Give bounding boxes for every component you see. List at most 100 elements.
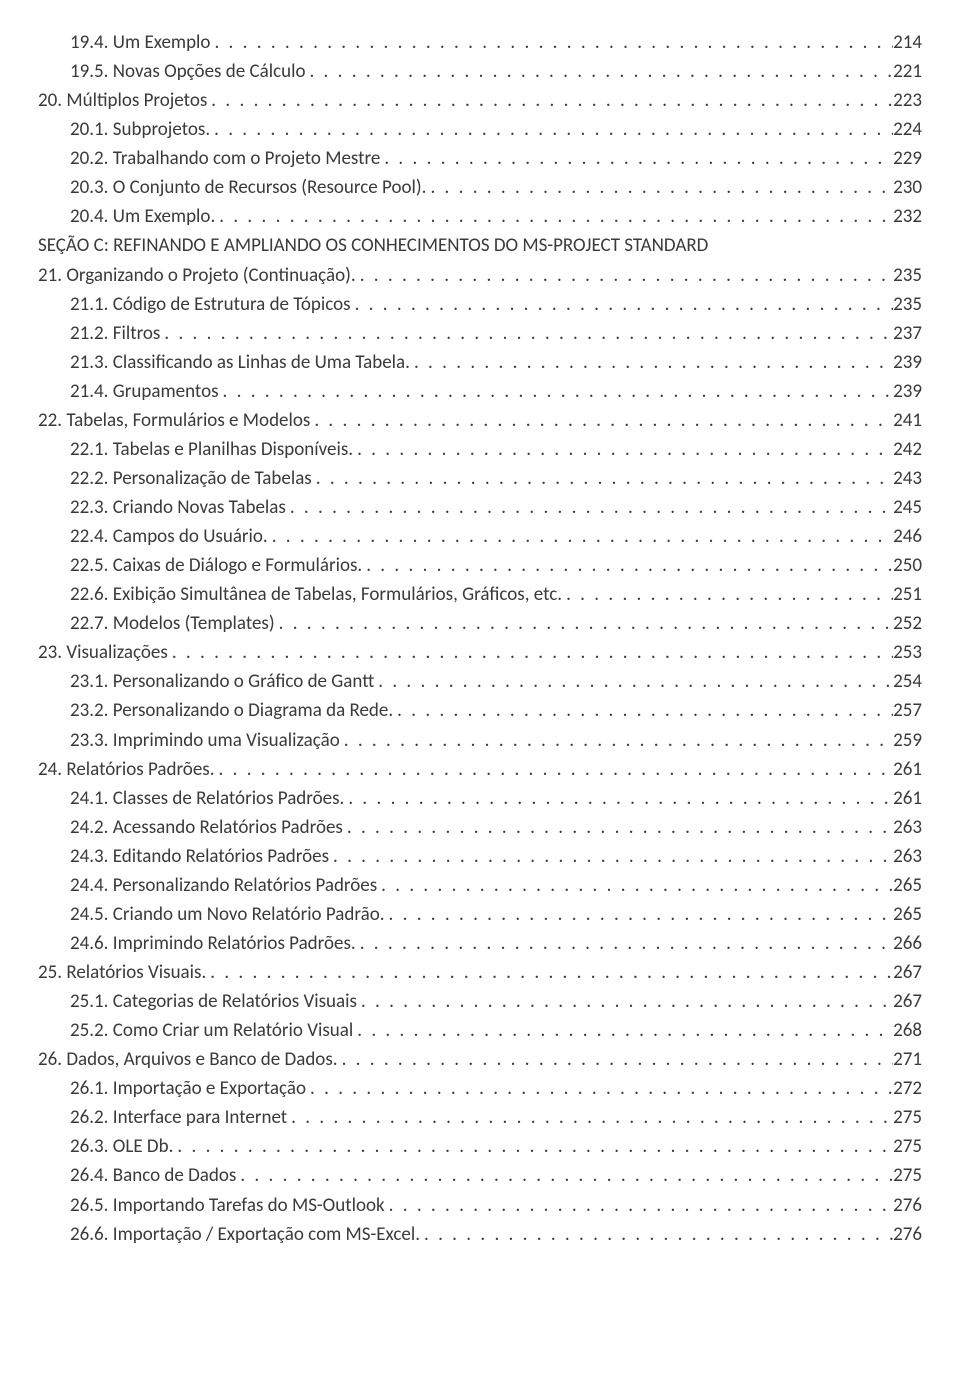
toc-entry-label: 19.4. Um Exemplo bbox=[70, 28, 210, 57]
toc-entry-label: 25.2. Como Criar um Relatório Visual bbox=[70, 1016, 353, 1045]
toc-entry: 25.2. Como Criar um Relatório Visual268 bbox=[38, 1016, 922, 1045]
toc-entry: 20.4. Um Exemplo. 232 bbox=[38, 202, 922, 231]
toc-entry-label: 23.3. Imprimindo uma Visualização bbox=[70, 726, 340, 755]
toc-leader-dots bbox=[236, 1161, 893, 1190]
toc-entry-label: 26.6. Importação / Exportação com MS-Exc… bbox=[70, 1220, 420, 1249]
toc-leader-dots bbox=[287, 1103, 893, 1132]
toc-entry-label: 22.2. Personalização de Tabelas bbox=[70, 464, 312, 493]
toc-entry-page: 265 bbox=[893, 871, 922, 900]
toc-entry-label: 21.4. Grupamentos bbox=[70, 377, 219, 406]
toc-entry-page: 243 bbox=[893, 464, 922, 493]
toc-entry-page: 239 bbox=[893, 377, 922, 406]
toc-leader-dots bbox=[207, 86, 893, 115]
toc-entry-label: 22.7. Modelos (Templates) bbox=[70, 609, 275, 638]
toc-entry-page: 253 bbox=[893, 638, 922, 667]
toc-leader-dots bbox=[562, 580, 893, 609]
toc-leader-dots bbox=[210, 28, 893, 57]
toc-entry-page: 263 bbox=[893, 813, 922, 842]
toc-entry-label: 22.1. Tabelas e Planilhas Disponíveis. bbox=[70, 435, 353, 464]
toc-leader-dots bbox=[310, 406, 893, 435]
toc-leader-dots bbox=[215, 755, 894, 784]
toc-leader-dots bbox=[215, 202, 893, 231]
toc-entry-page: 275 bbox=[893, 1103, 922, 1132]
toc-entry: 26.6. Importação / Exportação com MS-Exc… bbox=[38, 1220, 922, 1249]
toc-entry-page: 261 bbox=[893, 755, 922, 784]
toc-entry-label: 26.2. Interface para Internet bbox=[70, 1103, 287, 1132]
toc-entry: 24.4. Personalizando Relatórios Padrões2… bbox=[38, 871, 922, 900]
toc-entry-page: 267 bbox=[893, 958, 922, 987]
toc-entry-page: 239 bbox=[893, 348, 922, 377]
toc-section-title: SEÇÃO C: REFINANDO E AMPLIANDO OS CONHEC… bbox=[38, 231, 922, 260]
toc-entry-label: 22. Tabelas, Formulários e Modelos bbox=[38, 406, 310, 435]
toc-leader-dots bbox=[173, 1132, 893, 1161]
toc-entry: 21.4. Grupamentos 239 bbox=[38, 377, 922, 406]
toc-entry-page: 246 bbox=[893, 522, 922, 551]
toc-entry-page: 252 bbox=[893, 609, 922, 638]
toc-leader-dots bbox=[329, 842, 893, 871]
toc-leader-dots bbox=[343, 813, 893, 842]
toc-entry: 22.5. Caixas de Diálogo e Formulários. 25… bbox=[38, 551, 922, 580]
toc-entry-page: 230 bbox=[893, 173, 922, 202]
toc-entry-page: 257 bbox=[893, 696, 922, 725]
toc-entry: 23.2. Personalizando o Diagrama da Rede.… bbox=[38, 696, 922, 725]
toc-leader-dots bbox=[305, 57, 893, 86]
toc-entry-label: 22.5. Caixas de Diálogo e Formulários. bbox=[70, 551, 362, 580]
toc-entry-label: 22.6. Exibição Simultânea de Tabelas, Fo… bbox=[70, 580, 562, 609]
toc-entry-label: 21.3. Classificando as Linhas de Uma Tab… bbox=[70, 348, 410, 377]
toc-leader-dots bbox=[377, 871, 893, 900]
toc-entry-page: 232 bbox=[893, 202, 922, 231]
toc-entry-label: 24.6. Imprimindo Relatórios Padrões. bbox=[70, 929, 356, 958]
toc-entry: 26.5. Importando Tarefas do MS-Outlook27… bbox=[38, 1191, 922, 1220]
toc-entry: 21. Organizando o Projeto (Continuação).… bbox=[38, 261, 922, 290]
toc-entry-page: 272 bbox=[893, 1074, 922, 1103]
toc-leader-dots bbox=[275, 609, 893, 638]
toc-leader-dots bbox=[393, 696, 893, 725]
toc-entry-label: 24.1. Classes de Relatórios Padrões. bbox=[70, 784, 344, 813]
toc-entry: 24.3. Editando Relatórios Padrões263 bbox=[38, 842, 922, 871]
toc-entry-label: 25. Relatórios Visuais. bbox=[38, 958, 206, 987]
toc-entry-label: 22.4. Campos do Usuário. bbox=[70, 522, 268, 551]
toc-entry: 23. Visualizações253 bbox=[38, 638, 922, 667]
toc-entry: 22.1. Tabelas e Planilhas Disponíveis. 24… bbox=[38, 435, 922, 464]
toc-section-label: SEÇÃO C: REFINANDO E AMPLIANDO OS CONHEC… bbox=[38, 234, 708, 257]
toc-entry-page: 245 bbox=[893, 493, 922, 522]
toc-entry-page: 265 bbox=[893, 900, 922, 929]
toc-entry-page: 266 bbox=[893, 929, 922, 958]
toc-entry: 26.3. OLE Db.275 bbox=[38, 1132, 922, 1161]
toc-entry-page: 271 bbox=[893, 1045, 922, 1074]
toc-entry-page: 242 bbox=[893, 435, 922, 464]
toc-leader-dots bbox=[344, 784, 893, 813]
toc-entry-label: 24.5. Criando um Novo Relatório Padrão. bbox=[70, 900, 385, 929]
toc-leader-dots bbox=[410, 348, 893, 377]
toc-entry-page: 237 bbox=[893, 319, 922, 348]
toc-entry-label: 24.2. Acessando Relatórios Padrões bbox=[70, 813, 343, 842]
toc-leader-dots bbox=[168, 638, 893, 667]
toc-leader-dots bbox=[357, 987, 893, 1016]
toc-leader-dots bbox=[268, 522, 893, 551]
toc-entry: 26.4. Banco de Dados275 bbox=[38, 1161, 922, 1190]
toc-entry-label: 26.5. Importando Tarefas do MS-Outlook bbox=[70, 1191, 385, 1220]
toc-entry-label: 20.4. Um Exemplo. bbox=[70, 202, 215, 231]
toc-entry: 24.1. Classes de Relatórios Padrões. 261 bbox=[38, 784, 922, 813]
toc-entry-label: 24.3. Editando Relatórios Padrões bbox=[70, 842, 329, 871]
toc-entry-page: 250 bbox=[893, 551, 922, 580]
table-of-contents: 19.4. Um Exemplo21419.5. Novas Opções de… bbox=[38, 28, 922, 1249]
toc-entry-page: 261 bbox=[893, 784, 922, 813]
toc-leader-dots bbox=[353, 435, 893, 464]
toc-entry-page: 235 bbox=[893, 290, 922, 319]
toc-leader-dots bbox=[286, 493, 893, 522]
toc-leader-dots bbox=[380, 144, 893, 173]
toc-entry-label: 21. Organizando o Projeto (Continuação). bbox=[38, 261, 356, 290]
toc-entry: 26.1. Importação e Exportação272 bbox=[38, 1074, 922, 1103]
toc-entry: 23.1. Personalizando o Gráfico de Gantt2… bbox=[38, 667, 922, 696]
toc-entry: 22.2. Personalização de Tabelas 243 bbox=[38, 464, 922, 493]
toc-entry: 24.6. Imprimindo Relatórios Padrões. 266 bbox=[38, 929, 922, 958]
toc-entry-label: 19.5. Novas Opções de Cálculo bbox=[70, 57, 305, 86]
toc-entry-page: 224 bbox=[893, 115, 922, 144]
toc-entry-page: 254 bbox=[893, 667, 922, 696]
toc-entry: 22.4. Campos do Usuário. 246 bbox=[38, 522, 922, 551]
toc-entry-page: 275 bbox=[893, 1132, 922, 1161]
toc-leader-dots bbox=[206, 958, 893, 987]
toc-entry-label: 22.3. Criando Novas Tabelas bbox=[70, 493, 286, 522]
toc-entry-label: 25.1. Categorias de Relatórios Visuais bbox=[70, 987, 357, 1016]
